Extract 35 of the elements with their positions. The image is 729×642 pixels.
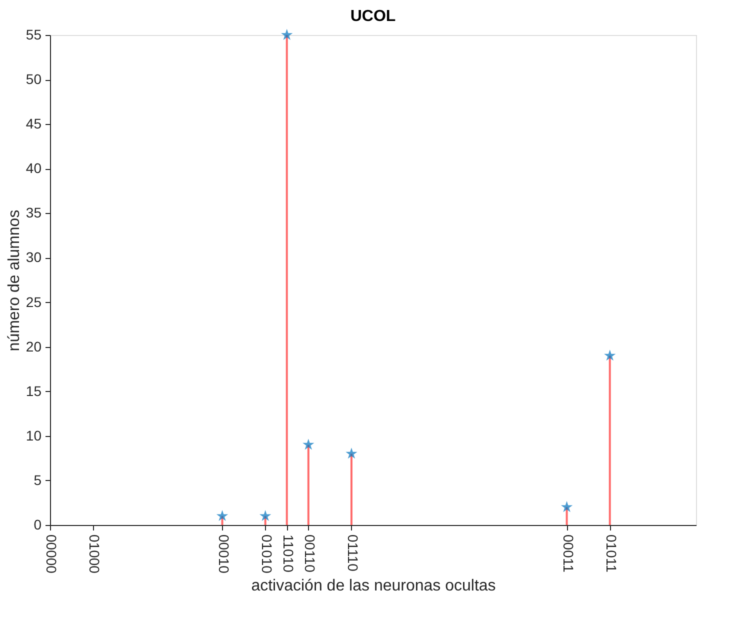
y-tick-label: 25	[26, 294, 42, 310]
bar	[350, 454, 352, 525]
y-tick-label: 10	[26, 427, 42, 444]
point	[346, 448, 358, 459]
x-tick-label: 01011	[603, 534, 620, 573]
chart-title: UCOL	[350, 8, 396, 25]
y-tick-label: 40	[26, 160, 42, 176]
point	[560, 501, 573, 512]
x-tick-label: 00110	[302, 534, 318, 573]
y-tick-label: 5	[34, 472, 42, 488]
y-tick-label: 0	[34, 516, 42, 532]
x-tick-label: 00000	[44, 534, 60, 574]
y-tick-label: 30	[26, 249, 42, 266]
point	[281, 28, 293, 40]
point	[302, 438, 314, 450]
y-axis-title: número de alumnos	[6, 210, 23, 352]
bar	[307, 444, 310, 525]
y-tick-label: 15	[26, 382, 42, 399]
y-tick-label: 55	[26, 26, 42, 42]
y-tick-label: 50	[26, 71, 42, 88]
x-axis-title: activación de las neuronas ocultas	[251, 577, 496, 594]
x-tick-label: 00011	[560, 534, 576, 573]
y-tick-label: 45	[26, 116, 42, 132]
point	[260, 510, 272, 522]
x-tick-label: 01010	[258, 534, 275, 574]
x-tick-label: 11010	[280, 534, 296, 573]
y-tick-label: 20	[26, 338, 42, 354]
bar	[608, 356, 611, 525]
x-tick-label: 00010	[216, 534, 232, 574]
point	[216, 510, 228, 522]
x-tick-label: 01000	[86, 534, 103, 574]
y-tick-label: 35	[26, 204, 42, 221]
point	[604, 350, 616, 361]
x-tick-label: 01110	[344, 534, 361, 572]
bar	[286, 35, 288, 525]
